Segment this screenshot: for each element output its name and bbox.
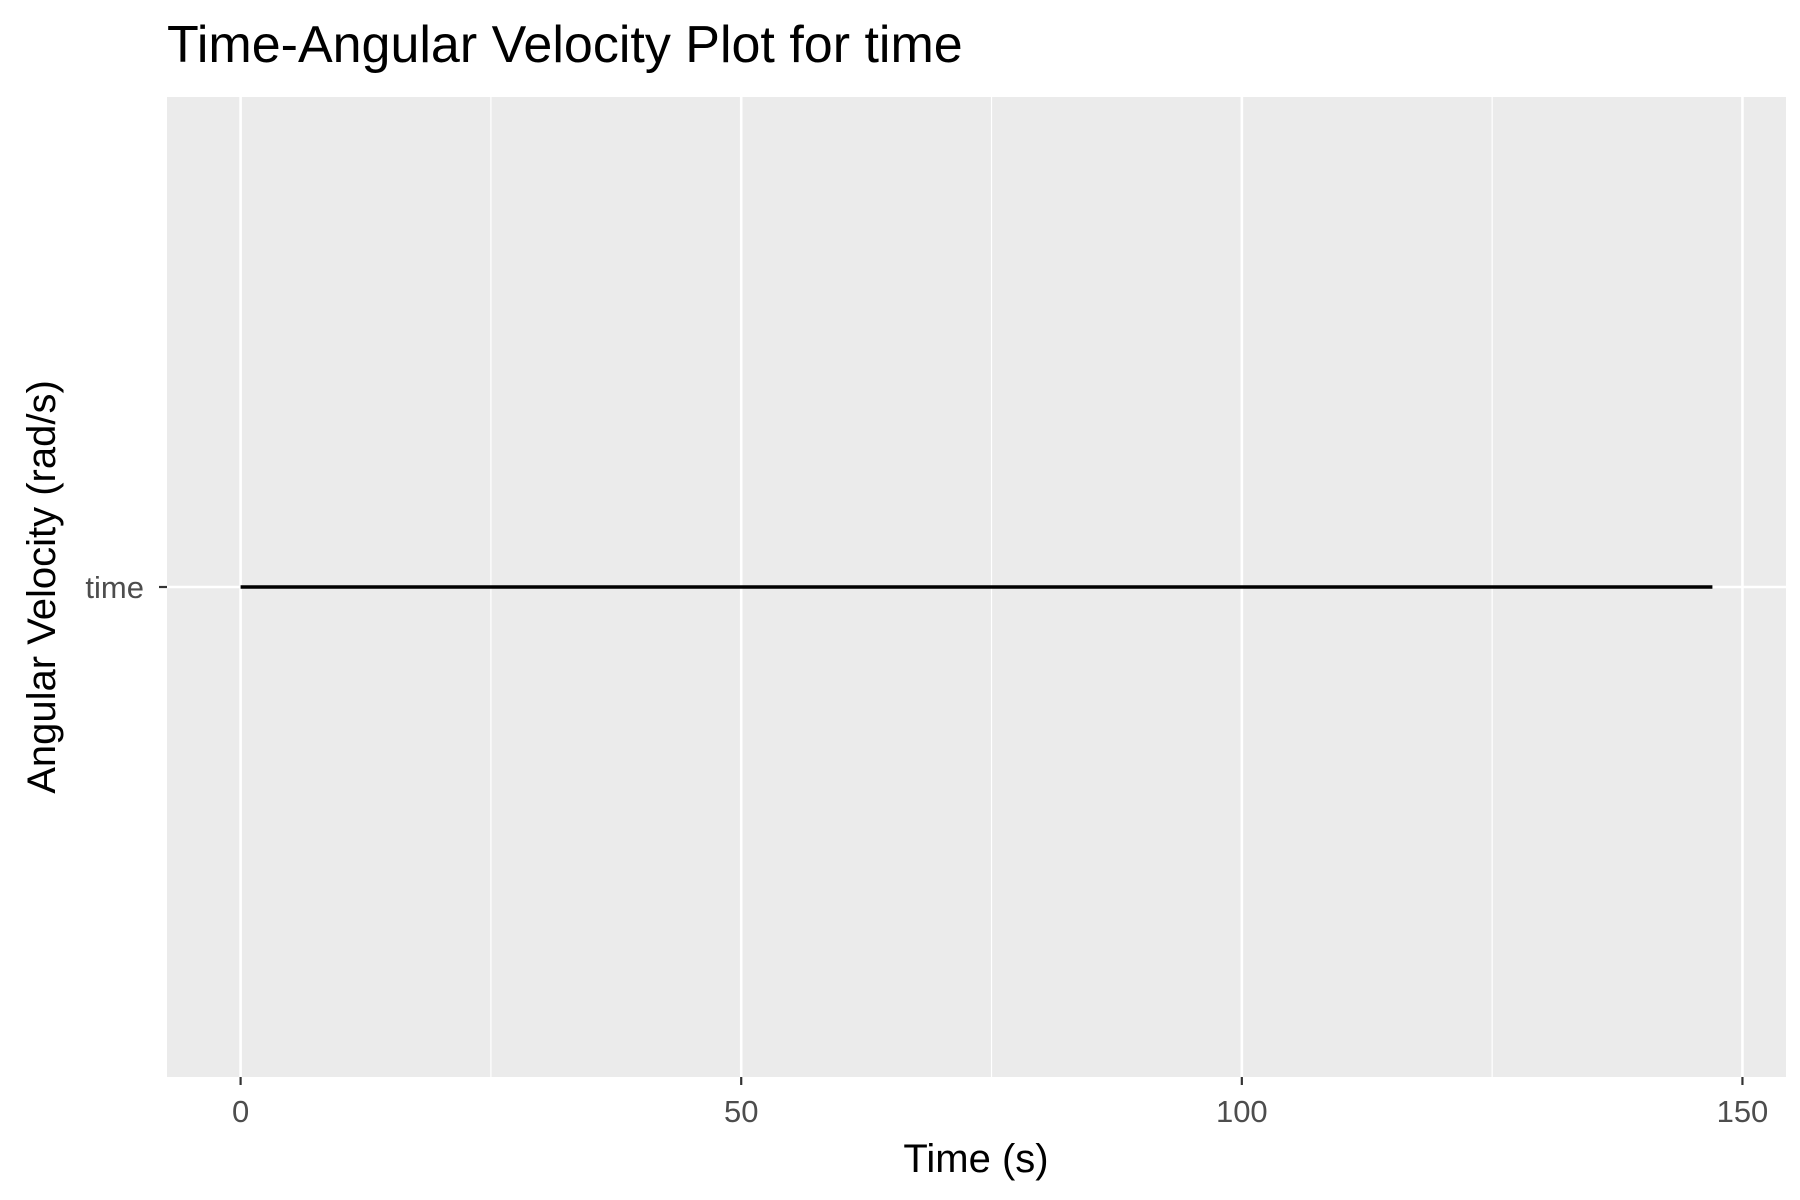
x-axis-ticks: 0 50 100 150	[232, 1077, 1768, 1129]
y-tick-label: time	[85, 570, 144, 605]
chart-title: Time-Angular Velocity Plot for time	[167, 16, 963, 74]
x-tick-label: 50	[724, 1094, 758, 1129]
x-tick-label: 100	[1216, 1094, 1268, 1129]
y-axis-ticks: time	[85, 570, 167, 605]
x-axis-title: Time (s)	[903, 1137, 1048, 1181]
x-tick-label: 0	[232, 1094, 249, 1129]
y-axis-title: Angular Velocity (rad/s)	[20, 380, 64, 794]
x-tick-label: 150	[1717, 1094, 1769, 1129]
